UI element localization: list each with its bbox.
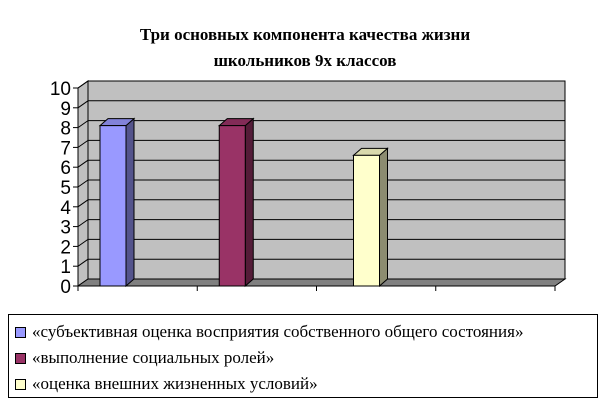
legend-swatch [15, 326, 26, 338]
y-tick-label: 9 [60, 99, 71, 120]
legend-label: «субъективная оценка восприятия собствен… [32, 322, 524, 341]
bar-side-2 [244, 117, 254, 288]
legend: «субъективная оценка восприятия собствен… [8, 314, 598, 398]
legend-item: «выполнение социальных ролей» [15, 347, 274, 369]
y-tick-label: 4 [60, 198, 71, 219]
legend-swatch [15, 352, 26, 364]
chart-floor [76, 278, 567, 287]
legend-swatch [15, 378, 26, 390]
legend-label: «выполнение социальных ролей» [32, 348, 275, 367]
gridline-side [77, 238, 89, 247]
bar-2 [218, 125, 246, 287]
legend-item: «оценка внешних жизненных условий» [15, 373, 318, 395]
bar-3 [353, 154, 380, 287]
y-tick-label: 0 [60, 277, 71, 298]
y-tick-label: 10 [50, 79, 71, 100]
legend-item: «субъективная оценка восприятия собствен… [15, 321, 523, 343]
bar-side-3 [379, 147, 388, 288]
legend-label: «оценка внешних жизненных условий» [32, 374, 318, 393]
y-tick-label: 7 [60, 138, 71, 159]
gridline-side [77, 159, 89, 168]
gridline-side [77, 219, 89, 228]
gridline-side [77, 258, 89, 267]
bar-1 [99, 125, 127, 287]
gridline-side [77, 80, 89, 89]
gridline-side [77, 179, 89, 188]
y-tick-label: 2 [60, 237, 71, 258]
y-tick-label: 5 [60, 178, 71, 199]
y-tick-label: 8 [60, 119, 71, 140]
y-tick-label: 3 [60, 218, 71, 239]
gridline-side [77, 120, 89, 129]
gridline-side [77, 139, 89, 148]
y-tick-label: 1 [60, 257, 71, 278]
bar-side-1 [125, 117, 135, 288]
chart-title: Три основных компонента качества жизни ш… [95, 22, 515, 74]
chart-title-line-2: школьников 9х классов [213, 51, 397, 70]
gridline-side [77, 199, 89, 208]
y-tick-label: 6 [60, 158, 71, 179]
gridline-side [77, 100, 89, 109]
chart-title-line-1: Три основных компонента качества жизни [139, 25, 471, 44]
